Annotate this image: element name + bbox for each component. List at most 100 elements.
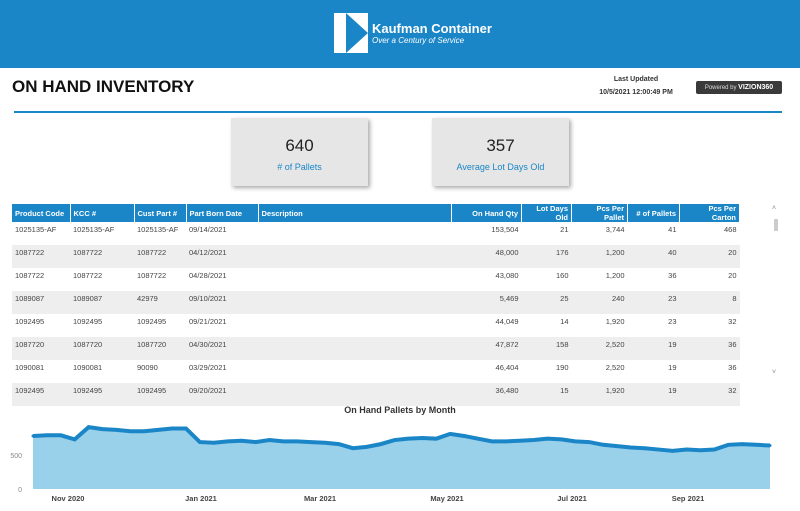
data-point[interactable] bbox=[101, 427, 105, 431]
data-point[interactable] bbox=[212, 441, 216, 445]
data-point[interactable] bbox=[532, 438, 536, 442]
table-row[interactable]: 1087722 1087722 1087722 04/12/2021 48,000 176… bbox=[12, 245, 740, 268]
table-cell: 176 bbox=[521, 245, 572, 268]
column-header[interactable]: Description bbox=[258, 204, 452, 222]
data-point[interactable] bbox=[379, 442, 383, 446]
table-row[interactable]: 1087720 1087720 1087720 04/30/2021 47,872 158… bbox=[12, 337, 740, 360]
data-point[interactable] bbox=[87, 425, 91, 429]
data-point[interactable] bbox=[309, 440, 313, 444]
data-point[interactable] bbox=[546, 437, 550, 441]
table-cell: 90090 bbox=[137, 363, 158, 372]
company-tagline: Over a Century of Service bbox=[372, 36, 465, 45]
data-point[interactable] bbox=[712, 448, 716, 452]
table-row[interactable]: 1092495 1092495 1092495 09/21/2021 44,049 14 1… bbox=[12, 314, 740, 337]
data-point[interactable] bbox=[142, 429, 146, 433]
data-point[interactable] bbox=[351, 446, 355, 450]
table-cell: 19 bbox=[627, 383, 680, 406]
table-row[interactable]: 1025135-AF 1025135-AF 1025135-AF 09/14/2021… bbox=[12, 222, 740, 245]
table-cell: 32 bbox=[679, 383, 740, 406]
data-point[interactable] bbox=[267, 438, 271, 442]
data-point[interactable] bbox=[295, 439, 299, 443]
data-point[interactable] bbox=[601, 443, 605, 447]
powered-by-badge[interactable]: Powered by VIZION360 bbox=[696, 81, 782, 94]
data-point[interactable] bbox=[406, 437, 410, 441]
table-row[interactable]: 1092495 1092495 1092495 09/20/2021 36,480 15 1… bbox=[12, 383, 740, 406]
data-point[interactable] bbox=[31, 434, 35, 438]
data-point[interactable] bbox=[323, 441, 327, 445]
data-point[interactable] bbox=[45, 433, 49, 437]
data-point[interactable] bbox=[559, 437, 563, 441]
data-point[interactable] bbox=[518, 439, 522, 443]
table-cell: 23 bbox=[668, 317, 677, 326]
data-point[interactable] bbox=[365, 445, 369, 449]
data-point[interactable] bbox=[198, 440, 202, 444]
data-point[interactable] bbox=[253, 440, 257, 444]
data-point[interactable] bbox=[337, 442, 341, 446]
table-cell: 160 bbox=[555, 271, 569, 280]
column-header[interactable]: Part Born Date bbox=[186, 204, 259, 222]
data-point[interactable] bbox=[476, 437, 480, 441]
table-cell: 1087722 bbox=[134, 245, 186, 268]
scroll-thumb[interactable] bbox=[774, 219, 778, 231]
table-row[interactable]: 1087722 1087722 1087722 04/28/2021 43,080 160… bbox=[12, 268, 740, 291]
data-point[interactable] bbox=[685, 448, 689, 452]
data-point[interactable] bbox=[504, 439, 508, 443]
column-header[interactable]: On Hand Qty bbox=[451, 204, 522, 222]
data-point[interactable] bbox=[420, 436, 424, 440]
data-point[interactable] bbox=[73, 437, 77, 441]
data-point[interactable] bbox=[114, 428, 118, 432]
table-row[interactable]: 1090081 1090081 90090 03/29/2021 46,404 190 2,… bbox=[12, 360, 740, 383]
data-point[interactable] bbox=[726, 443, 730, 447]
column-header[interactable]: Product Code bbox=[12, 204, 71, 222]
data-point[interactable] bbox=[587, 440, 591, 444]
data-point[interactable] bbox=[490, 439, 494, 443]
data-point[interactable] bbox=[184, 426, 188, 430]
data-point[interactable] bbox=[615, 444, 619, 448]
table-cell bbox=[258, 383, 452, 406]
table-cell bbox=[258, 360, 452, 383]
scroll-up-icon[interactable]: ˄ bbox=[772, 205, 777, 212]
data-point[interactable] bbox=[170, 426, 174, 430]
column-header[interactable]: Pcs Per Pallet bbox=[571, 204, 628, 222]
data-point[interactable] bbox=[281, 439, 285, 443]
column-header[interactable]: # of Pallets bbox=[627, 204, 680, 222]
table-cell: 19 bbox=[668, 363, 677, 372]
data-point[interactable] bbox=[434, 437, 438, 441]
data-point[interactable] bbox=[643, 446, 647, 450]
data-point[interactable] bbox=[768, 443, 772, 447]
data-point[interactable] bbox=[573, 439, 577, 443]
data-point[interactable] bbox=[671, 449, 675, 453]
data-point[interactable] bbox=[462, 434, 466, 438]
data-point[interactable] bbox=[448, 432, 452, 436]
data-point[interactable] bbox=[226, 439, 230, 443]
table-cell: 190 bbox=[555, 363, 569, 372]
table-cell: 47,872 bbox=[451, 337, 522, 360]
column-header[interactable]: Lot Days Old bbox=[521, 204, 572, 222]
data-point[interactable] bbox=[59, 433, 63, 437]
data-point[interactable] bbox=[393, 438, 397, 442]
data-point[interactable] bbox=[240, 439, 244, 443]
pallets-card: 640 # of Pallets bbox=[231, 118, 368, 186]
data-point[interactable] bbox=[629, 446, 633, 450]
table-cell: 1087722 bbox=[73, 271, 103, 280]
data-point[interactable] bbox=[740, 442, 744, 446]
data-point[interactable] bbox=[754, 443, 758, 447]
data-point[interactable] bbox=[657, 448, 661, 452]
y-tick-label: 500 bbox=[10, 453, 22, 460]
table-cell: 3,744 bbox=[605, 225, 625, 234]
data-point[interactable] bbox=[698, 448, 702, 452]
data-point[interactable] bbox=[156, 428, 160, 432]
table-cell: 1092495 bbox=[73, 317, 103, 326]
data-point[interactable] bbox=[128, 429, 132, 433]
table-scrollbar[interactable]: ˄ ˅ bbox=[772, 205, 780, 381]
page-title: ON HAND INVENTORY bbox=[12, 77, 195, 96]
table-cell bbox=[258, 222, 452, 245]
table-cell: 15 bbox=[521, 383, 572, 406]
table-row[interactable]: 1089087 1089087 42979 09/10/2021 5,469 25 240 2… bbox=[12, 291, 740, 314]
scroll-down-icon[interactable]: ˅ bbox=[772, 369, 777, 376]
x-tick-label: Sep 2021 bbox=[672, 494, 705, 503]
table-cell: 46,404 bbox=[495, 363, 519, 372]
column-header[interactable]: Cust Part # bbox=[134, 204, 187, 222]
column-header[interactable]: Pcs Per Carton bbox=[679, 204, 740, 222]
column-header[interactable]: KCC # bbox=[70, 204, 135, 222]
